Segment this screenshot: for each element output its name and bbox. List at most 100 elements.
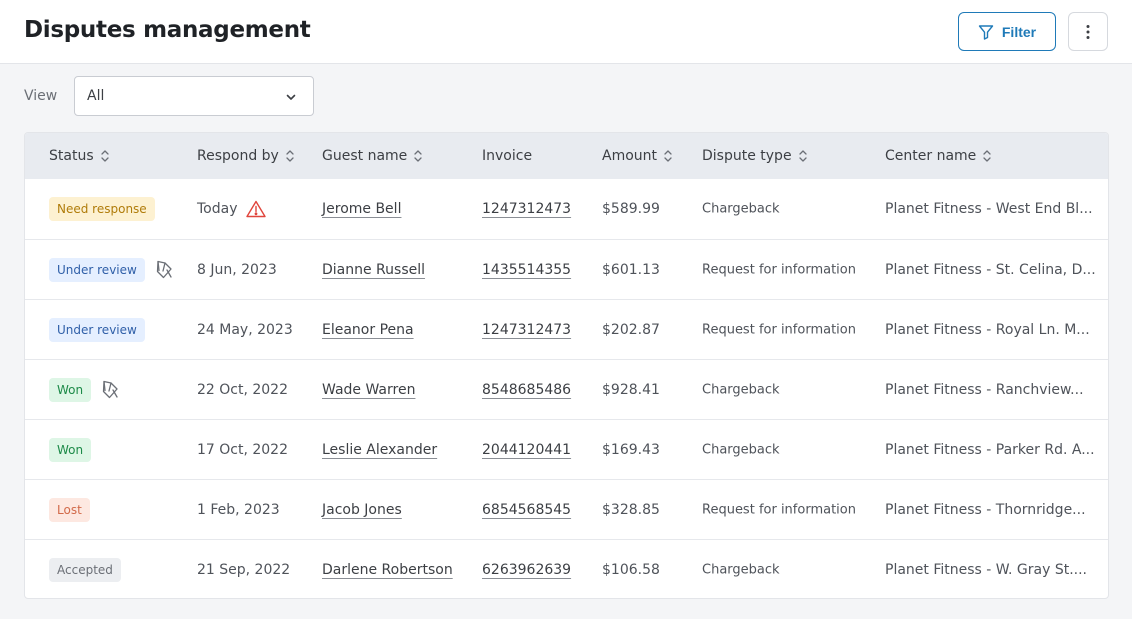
sort-icon[interactable]: [413, 149, 423, 163]
filter-label: Filter: [1002, 24, 1036, 40]
cell-amount: $328.85: [602, 502, 660, 518]
cell-center-name: Planet Fitness - Royal Ln. M...: [885, 322, 1090, 338]
chevron-down-icon: [285, 91, 297, 103]
filter-icon: [978, 24, 994, 40]
view-select[interactable]: All: [74, 76, 314, 116]
cell-status: Lost: [49, 498, 90, 522]
center-name-value: Planet Fitness - Royal Ln. M...: [885, 322, 1090, 338]
column-header-label: Center name: [885, 148, 976, 164]
status-badge: Lost: [49, 498, 90, 522]
invoice-link[interactable]: 8548685486: [482, 382, 571, 398]
dispute-type-value: Chargeback: [702, 442, 780, 457]
filter-button[interactable]: Filter: [958, 12, 1056, 51]
cell-amount: $928.41: [602, 382, 660, 398]
status-badge: Won: [49, 438, 91, 462]
table-row[interactable]: Under review 8 Jun, 2023 Dianne Russell 143…: [25, 239, 1108, 299]
cell-invoice: 6854568545: [482, 502, 571, 518]
column-header-status[interactable]: Status: [49, 148, 110, 164]
amount-value: $202.87: [602, 322, 660, 338]
cell-dispute-type: Chargeback: [702, 202, 780, 217]
cell-center-name: Planet Fitness - Thornridge...: [885, 502, 1086, 518]
status-badge: Won: [49, 378, 91, 402]
cell-guest-name: Eleanor Pena: [322, 322, 414, 338]
cell-amount: $202.87: [602, 322, 660, 338]
evidence-icon: [99, 379, 121, 401]
invoice-link[interactable]: 1247312473: [482, 201, 571, 217]
sort-icon[interactable]: [663, 149, 673, 163]
column-header-label: Status: [49, 148, 94, 164]
amount-value: $589.99: [602, 201, 660, 217]
sort-icon[interactable]: [285, 149, 295, 163]
column-header-amount[interactable]: Amount: [602, 148, 673, 164]
cell-status: Need response: [49, 197, 155, 221]
cell-guest-name: Jerome Bell: [322, 201, 401, 217]
cell-dispute-type: Chargeback: [702, 382, 780, 397]
guest-name-link[interactable]: Jacob Jones: [322, 502, 402, 518]
dispute-type-value: Chargeback: [702, 562, 780, 577]
table-row[interactable]: Accepted 21 Sep, 2022 Darlene Robertson 626…: [25, 539, 1108, 599]
page-title: Disputes management: [24, 17, 310, 43]
dispute-type-value: Request for information: [702, 262, 856, 277]
cell-dispute-type: Chargeback: [702, 562, 780, 577]
respond-by-date: 21 Sep, 2022: [197, 562, 290, 578]
cell-dispute-type: Request for information: [702, 322, 856, 337]
cell-respond-by: 24 May, 2023: [197, 322, 293, 338]
invoice-link[interactable]: 2044120441: [482, 442, 571, 458]
table-row[interactable]: Won 17 Oct, 2022 Leslie Alexander 204412044…: [25, 419, 1108, 479]
cell-amount: $601.13: [602, 262, 660, 278]
guest-name-link[interactable]: Jerome Bell: [322, 201, 401, 217]
guest-name-link[interactable]: Dianne Russell: [322, 262, 425, 278]
invoice-link[interactable]: 1247312473: [482, 322, 571, 338]
guest-name-link[interactable]: Leslie Alexander: [322, 442, 437, 458]
table-header: Status Respond by Guest name Invoice Amount D…: [25, 133, 1108, 179]
cell-status: Won: [49, 438, 91, 462]
guest-name-link[interactable]: Darlene Robertson: [322, 562, 453, 578]
table-row[interactable]: Lost 1 Feb, 2023 Jacob Jones 6854568545 $328…: [25, 479, 1108, 539]
cell-status: Accepted: [49, 558, 121, 582]
status-badge: Need response: [49, 197, 155, 221]
cell-center-name: Planet Fitness - St. Celina, D...: [885, 262, 1096, 278]
amount-value: $601.13: [602, 262, 660, 278]
invoice-link[interactable]: 1435514355: [482, 262, 571, 278]
column-header-label: Amount: [602, 148, 657, 164]
column-header-center-name[interactable]: Center name: [885, 148, 992, 164]
table-row[interactable]: Under review 24 May, 2023 Eleanor Pena 1247…: [25, 299, 1108, 359]
cell-status: Won: [49, 378, 121, 402]
cell-respond-by: 21 Sep, 2022: [197, 562, 290, 578]
cell-center-name: Planet Fitness - West End Bl...: [885, 201, 1093, 217]
respond-by-date: 24 May, 2023: [197, 322, 293, 338]
column-header-label: Respond by: [197, 148, 279, 164]
cell-respond-by: Today: [197, 200, 266, 218]
sort-icon[interactable]: [982, 149, 992, 163]
sort-icon[interactable]: [100, 149, 110, 163]
table-row[interactable]: Need response Today Jerome Bell 1247312473 $…: [25, 179, 1108, 239]
column-header-label: Guest name: [322, 148, 407, 164]
column-header-respond-by[interactable]: Respond by: [197, 148, 295, 164]
center-name-value: Planet Fitness - West End Bl...: [885, 201, 1093, 217]
respond-by-date: Today: [197, 201, 238, 217]
invoice-link[interactable]: 6263962639: [482, 562, 571, 578]
column-header-invoice: Invoice: [482, 148, 532, 164]
invoice-link[interactable]: 6854568545: [482, 502, 571, 518]
respond-by-date: 8 Jun, 2023: [197, 262, 277, 278]
table-row[interactable]: Won 22 Oct, 2022 Wade Warren 8548685486 $928…: [25, 359, 1108, 419]
dispute-type-value: Chargeback: [702, 382, 780, 397]
center-name-value: Planet Fitness - W. Gray St....: [885, 562, 1087, 578]
sort-icon[interactable]: [798, 149, 808, 163]
guest-name-link[interactable]: Wade Warren: [322, 382, 415, 398]
column-header-guest-name[interactable]: Guest name: [322, 148, 423, 164]
guest-name-link[interactable]: Eleanor Pena: [322, 322, 414, 338]
status-badge: Under review: [49, 318, 145, 342]
cell-dispute-type: Chargeback: [702, 442, 780, 457]
amount-value: $328.85: [602, 502, 660, 518]
cell-invoice: 2044120441: [482, 442, 571, 458]
view-select-value: All: [87, 88, 104, 104]
status-badge: Accepted: [49, 558, 121, 582]
cell-respond-by: 1 Feb, 2023: [197, 502, 280, 518]
column-header-dispute-type[interactable]: Dispute type: [702, 148, 808, 164]
center-name-value: Planet Fitness - Thornridge...: [885, 502, 1086, 518]
more-options-button[interactable]: [1068, 12, 1108, 51]
center-name-value: Planet Fitness - St. Celina, D...: [885, 262, 1096, 278]
cell-respond-by: 17 Oct, 2022: [197, 442, 288, 458]
amount-value: $106.58: [602, 562, 660, 578]
